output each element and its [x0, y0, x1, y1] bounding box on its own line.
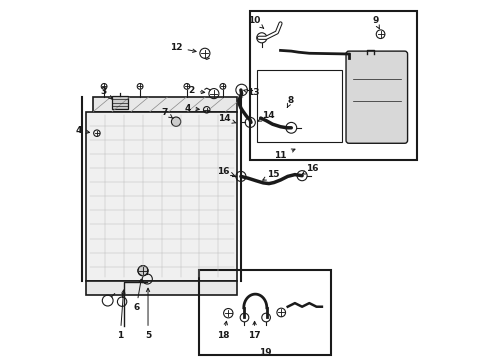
Bar — [112, 96, 128, 109]
Text: 8: 8 — [286, 95, 293, 108]
Text: 13: 13 — [243, 88, 259, 97]
Text: 15: 15 — [262, 170, 279, 180]
Text: 12: 12 — [170, 43, 196, 53]
Text: 11: 11 — [274, 149, 294, 160]
Text: 14: 14 — [258, 111, 274, 121]
Text: 4: 4 — [184, 104, 199, 112]
Bar — [199, 270, 330, 355]
Circle shape — [171, 117, 181, 126]
Text: 7: 7 — [162, 108, 173, 118]
Circle shape — [138, 266, 148, 276]
Text: 4: 4 — [75, 126, 89, 135]
Text: 16: 16 — [302, 164, 318, 174]
FancyBboxPatch shape — [93, 97, 237, 112]
Text: 10: 10 — [248, 16, 263, 28]
Text: 16: 16 — [217, 166, 234, 176]
Bar — [86, 112, 237, 281]
Bar — [86, 281, 237, 295]
Text: 2: 2 — [188, 86, 204, 95]
Bar — [257, 70, 341, 142]
Text: 3: 3 — [101, 87, 112, 99]
Text: 17: 17 — [248, 321, 261, 340]
Text: 9: 9 — [371, 16, 379, 29]
Text: 5: 5 — [144, 288, 151, 340]
FancyBboxPatch shape — [346, 51, 407, 143]
Bar — [249, 11, 416, 160]
Text: 1: 1 — [117, 290, 125, 340]
Text: 6: 6 — [133, 279, 142, 312]
Text: 18: 18 — [217, 321, 229, 340]
Text: 19: 19 — [259, 348, 271, 356]
Text: 14: 14 — [218, 114, 236, 123]
